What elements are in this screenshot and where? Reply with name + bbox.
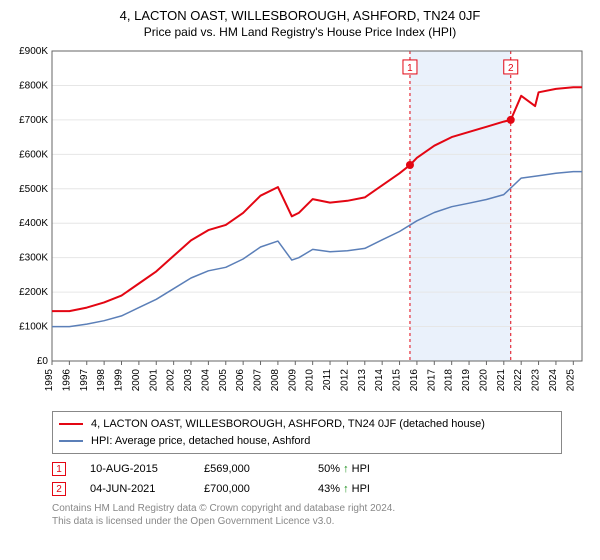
svg-text:£600K: £600K — [19, 149, 48, 160]
svg-text:2007: 2007 — [253, 369, 264, 392]
transaction-price: £700,000 — [204, 483, 294, 495]
transaction-date: 10-AUG-2015 — [90, 463, 180, 475]
transaction-marker: 1 — [52, 462, 66, 476]
svg-text:2010: 2010 — [305, 369, 316, 392]
plot-area: £0 £100K £200K £300K £400K £500K £600K £700K £80… — [8, 45, 592, 405]
svg-text:2020: 2020 — [478, 369, 489, 392]
legend-row: 4, LACTON OAST, WILLESBOROUGH, ASHFORD, … — [59, 416, 555, 433]
svg-text:2017: 2017 — [426, 369, 437, 392]
svg-text:2003: 2003 — [183, 369, 194, 392]
up-arrow-icon: ↑ — [343, 463, 349, 475]
svg-text:2019: 2019 — [461, 369, 472, 392]
svg-text:2015: 2015 — [392, 369, 403, 392]
transaction-marker: 2 — [52, 482, 66, 496]
transaction-row: 2 04-JUN-2021 £700,000 43% ↑ HPI — [52, 482, 562, 496]
legend: 4, LACTON OAST, WILLESBOROUGH, ASHFORD, … — [52, 411, 562, 454]
legend-swatch — [59, 440, 83, 442]
legend-swatch — [59, 423, 83, 425]
svg-text:£100K: £100K — [19, 322, 48, 333]
svg-text:2011: 2011 — [322, 369, 333, 391]
chart-subtitle: Price paid vs. HM Land Registry's House … — [8, 25, 592, 39]
svg-text:2008: 2008 — [270, 369, 281, 392]
footer-line2: This data is licensed under the Open Gov… — [52, 515, 562, 528]
svg-text:2001: 2001 — [148, 369, 159, 392]
svg-text:1995: 1995 — [44, 369, 55, 392]
chart-svg: £0 £100K £200K £300K £400K £500K £600K £700K £80… — [8, 45, 592, 405]
svg-text:2022: 2022 — [513, 369, 524, 392]
legend-row: HPI: Average price, detached house, Ashf… — [59, 433, 555, 450]
svg-text:2014: 2014 — [374, 369, 385, 392]
legend-label: HPI: Average price, detached house, Ashf… — [91, 433, 310, 450]
legend-label: 4, LACTON OAST, WILLESBOROUGH, ASHFORD, … — [91, 416, 485, 433]
svg-text:2006: 2006 — [235, 369, 246, 392]
svg-text:2005: 2005 — [218, 369, 229, 392]
svg-text:£900K: £900K — [19, 46, 48, 57]
transaction-price: £569,000 — [204, 463, 294, 475]
svg-text:£400K: £400K — [19, 218, 48, 229]
svg-text:2023: 2023 — [531, 369, 542, 392]
transaction-row: 1 10-AUG-2015 £569,000 50% ↑ HPI — [52, 462, 562, 476]
footer-attribution: Contains HM Land Registry data © Crown c… — [52, 502, 562, 528]
svg-text:1999: 1999 — [114, 369, 125, 392]
transaction-date: 04-JUN-2021 — [90, 483, 180, 495]
svg-text:2016: 2016 — [409, 369, 420, 392]
svg-text:£700K: £700K — [19, 115, 48, 126]
svg-text:1: 1 — [407, 63, 413, 74]
svg-text:£800K: £800K — [19, 80, 48, 91]
footer-line1: Contains HM Land Registry data © Crown c… — [52, 502, 562, 515]
svg-text:2004: 2004 — [200, 369, 211, 392]
chart-title: 4, LACTON OAST, WILLESBOROUGH, ASHFORD, … — [8, 8, 592, 23]
svg-text:£300K: £300K — [19, 253, 48, 264]
svg-text:1997: 1997 — [79, 369, 90, 392]
svg-text:2021: 2021 — [496, 369, 507, 392]
svg-text:2009: 2009 — [287, 369, 298, 392]
svg-text:2000: 2000 — [131, 369, 142, 392]
svg-text:£0: £0 — [37, 356, 49, 367]
up-arrow-icon: ↑ — [343, 483, 349, 495]
svg-text:2013: 2013 — [357, 369, 368, 392]
svg-text:2002: 2002 — [166, 369, 177, 392]
svg-text:2025: 2025 — [565, 369, 576, 392]
svg-text:1996: 1996 — [61, 369, 72, 392]
svg-text:2012: 2012 — [339, 369, 350, 392]
svg-text:£500K: £500K — [19, 184, 48, 195]
svg-text:£200K: £200K — [19, 287, 48, 298]
svg-text:1998: 1998 — [96, 369, 107, 392]
transaction-vs-hpi: 43% ↑ HPI — [318, 483, 408, 495]
transaction-vs-hpi: 50% ↑ HPI — [318, 463, 408, 475]
svg-text:2018: 2018 — [444, 369, 455, 392]
svg-text:2: 2 — [508, 63, 514, 74]
transaction-table: 1 10-AUG-2015 £569,000 50% ↑ HPI 2 04-JUN-202… — [52, 462, 562, 496]
svg-text:2024: 2024 — [548, 369, 559, 392]
